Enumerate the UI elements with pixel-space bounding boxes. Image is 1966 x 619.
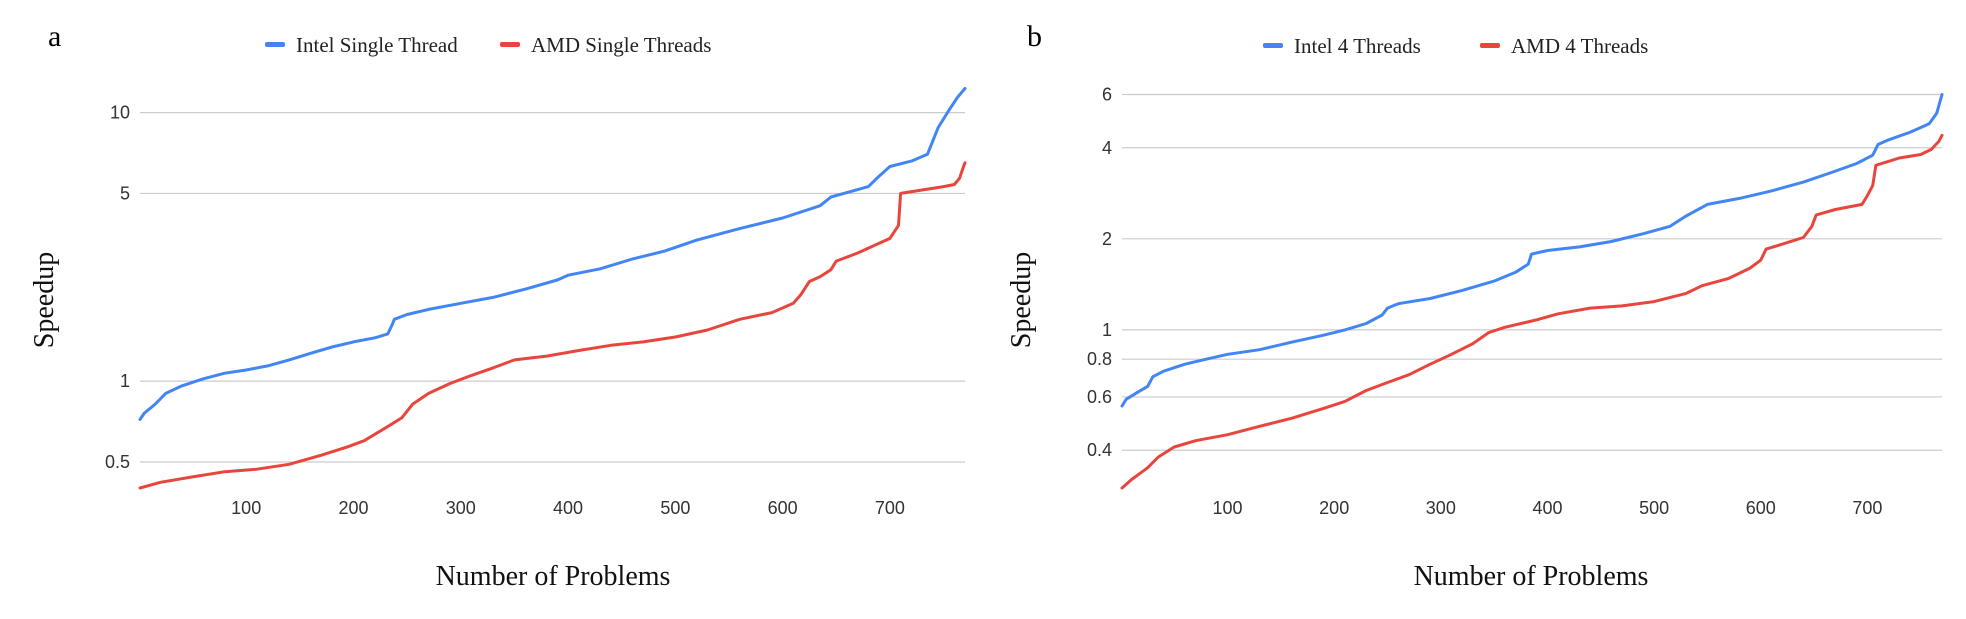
x-tick-label: 300 [446,498,476,518]
series-line-a-0 [138,87,967,421]
y-ticks-a: 0.5 1 5 10 [105,103,130,472]
x-tick-label: 700 [1852,498,1882,518]
legend-a-label-1: AMD Single Threads [531,33,711,57]
y-tick-label: 0.6 [1087,387,1112,407]
x-axis-title-b: Number of Problems [1414,561,1649,592]
x-tick-label: 400 [1532,498,1562,518]
x-tick-label: 300 [1426,498,1456,518]
y-axis-title-a: Speedup [29,252,60,348]
x-tick-label: 600 [1746,498,1776,518]
legend-b-swatch-0 [1263,43,1283,48]
x-ticks-a: 100 200 300 400 500 600 700 [231,498,905,518]
legend-b: Intel 4 Threads AMD 4 Threads [1263,34,1648,58]
legend-a-swatch-1 [500,42,520,47]
y-tick-label: 10 [110,103,130,123]
panel-b-letter: b [1027,20,1042,53]
series-line-b-0 [1120,93,1944,408]
series-line-a-1 [138,161,967,490]
gridlines-a [140,111,965,463]
y-axis-title-b: Speedup [1006,252,1037,348]
gridlines-b [1122,93,1942,451]
y-tick-label: 0.5 [105,452,130,472]
panel-b: b Intel 4 Threads AMD 4 Threads 0.40.60.… [1006,20,1944,592]
y-tick-label: 5 [120,183,130,203]
y-tick-label: 0.4 [1087,440,1112,460]
y-tick-label: 2 [1102,229,1112,249]
legend-a-swatch-0 [265,42,285,47]
series-b [1120,93,1944,490]
y-tick-label: 1 [120,371,130,391]
x-tick-label: 500 [1639,498,1669,518]
legend-b-swatch-1 [1480,43,1500,48]
y-ticks-b: 0.4 0.6 0.8 1 2 4 6 [1087,85,1112,461]
x-tick-label: 100 [231,498,261,518]
legend-b-label-1: AMD 4 Threads [1511,34,1648,58]
legend-a-label-0: Intel Single Thread [296,33,458,57]
series-a [138,87,967,490]
x-tick-label: 500 [660,498,690,518]
y-tick-label: 4 [1102,138,1112,158]
legend-b-label-0: Intel 4 Threads [1294,34,1421,58]
x-axis-title-a: Number of Problems [436,561,671,592]
y-tick-label: 0.8 [1087,349,1112,369]
x-tick-label: 700 [875,498,905,518]
panel-a-letter: a [48,20,61,53]
x-tick-label: 200 [338,498,368,518]
series-line-b-1 [1120,133,1944,490]
x-tick-label: 100 [1213,498,1243,518]
x-tick-label: 400 [553,498,583,518]
x-ticks-b: 100 200 300 400 500 600 700 [1213,498,1883,518]
x-tick-label: 600 [768,498,798,518]
panel-a: a Intel Single Thread AMD Single Threads… [29,20,967,592]
legend-a: Intel Single Thread AMD Single Threads [265,33,711,57]
x-tick-label: 200 [1319,498,1349,518]
y-tick-label: 1 [1102,320,1112,340]
y-tick-label: 6 [1102,85,1112,105]
